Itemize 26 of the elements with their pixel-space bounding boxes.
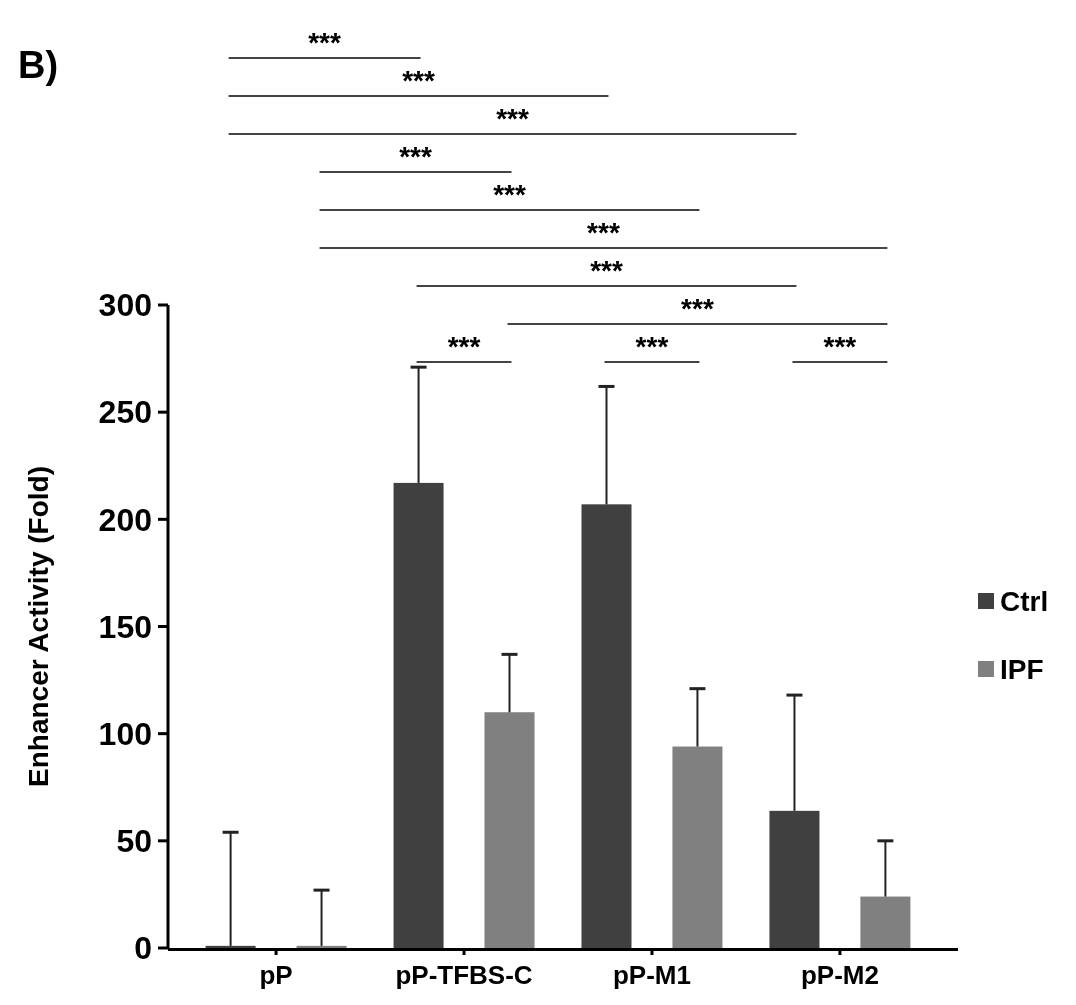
annotation: *** (681, 293, 714, 324)
legend-label: Ctrl (1000, 585, 1049, 617)
y-tick-label: 200 (98, 501, 152, 538)
y-axis-title: Enhancer Activity (Fold) (23, 465, 54, 788)
text: B) (18, 44, 59, 86)
x-tick-label: pP-M2 (800, 960, 879, 990)
y-tick-label: 0 (134, 930, 152, 967)
text: *** (587, 217, 620, 248)
text: *** (308, 27, 342, 58)
annotation: *** (823, 331, 857, 362)
y-tick-label: 100 (98, 715, 152, 752)
text: *** (399, 141, 432, 172)
text: *** (493, 179, 526, 210)
y-tick-label: 250 (98, 394, 152, 431)
y-tick-label: 50 (116, 823, 152, 860)
x-tick-label: pP-M1 (612, 960, 691, 990)
text: *** (590, 255, 623, 286)
x-tick-label: pP (259, 960, 293, 990)
annotation: *** (635, 331, 669, 362)
y-tick-label: 300 (98, 287, 152, 324)
legend-label: IPF (1000, 653, 1044, 685)
x-tick-label: pP-TFBS-C (395, 960, 533, 990)
text: *** (496, 103, 529, 134)
y-tick-label: 150 (98, 608, 152, 645)
annotation: *** (447, 331, 481, 362)
text: *** (402, 65, 435, 96)
